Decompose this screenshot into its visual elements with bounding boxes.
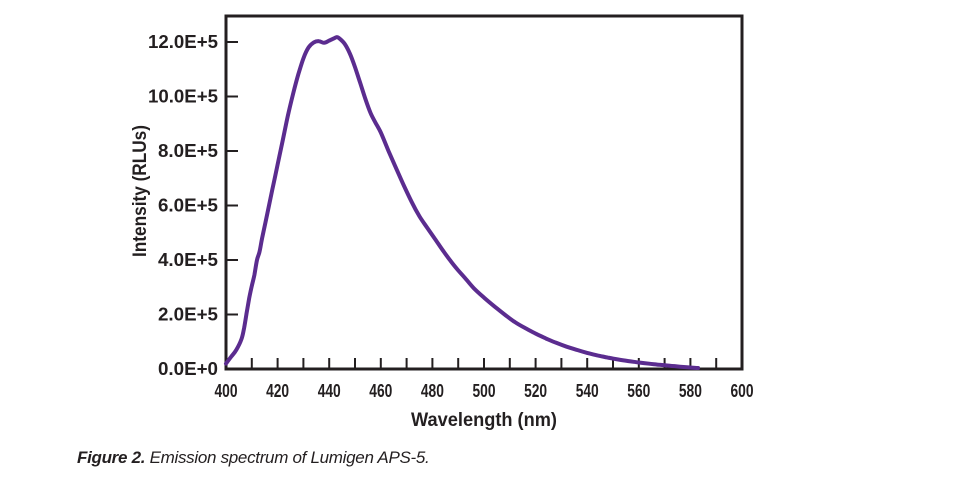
y-tick-label: 10.0E+5	[148, 87, 218, 107]
x-tick-label: 540	[576, 381, 599, 401]
y-tick-label: 4.0E+5	[158, 250, 218, 270]
x-tick-label: 560	[627, 381, 650, 401]
figure-caption-text: Emission spectrum of Lumigen APS-5.	[145, 448, 430, 467]
emission-spectrum-chart: 0.0E+0 2.0E+5 4.0E+5 6.0E+5 8.0E+5 10.0E+5 12.…	[130, 14, 754, 431]
x-tick-label: 460	[369, 381, 392, 401]
x-tick-label: 440	[318, 381, 341, 401]
emission-curve	[224, 35, 701, 370]
x-tick-label: 500	[473, 381, 496, 401]
x-tick-label: 420	[266, 381, 289, 401]
y-tick-label: 8.0E+5	[158, 141, 218, 161]
y-axis-title: Intensity (RLUs)	[130, 125, 151, 257]
plot-border	[224, 14, 744, 371]
x-tick-label: 400	[215, 381, 238, 401]
y-tick-label: 12.0E+5	[148, 32, 218, 52]
x-tick-label: 580	[679, 381, 702, 401]
x-tick-label: 520	[524, 381, 547, 401]
x-axis-title: Wavelength (nm)	[411, 410, 557, 431]
x-tick-label: 600	[731, 381, 754, 401]
figure-caption-label: Figure 2.	[77, 448, 146, 467]
y-tick-label: 2.0E+5	[158, 305, 218, 325]
y-tick-label: 0.0E+0	[158, 359, 218, 379]
x-tick-label: 480	[421, 381, 444, 401]
y-tick-label: 6.0E+5	[158, 196, 218, 216]
figure-caption: Figure 2. Emission spectrum of Lumigen A…	[77, 448, 430, 468]
